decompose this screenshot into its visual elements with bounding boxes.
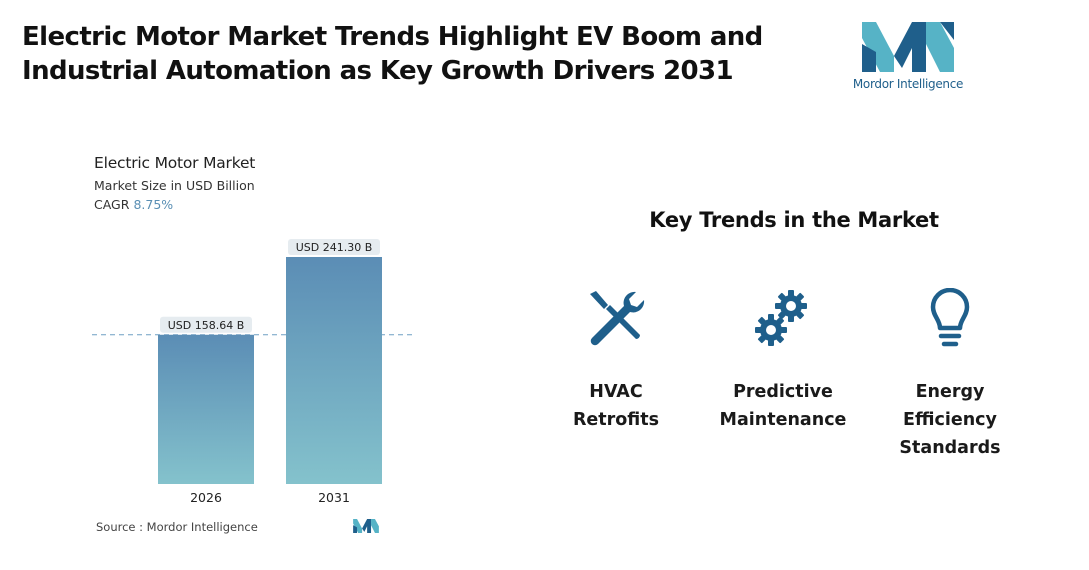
bar-2031	[286, 257, 382, 484]
tools-icon	[590, 291, 645, 346]
chart-subtitle: Market Size in USD Billion	[94, 178, 255, 193]
data-label-bg-2031	[288, 239, 380, 255]
chart-cagr: CAGR 8.75%	[94, 197, 173, 212]
trend-label-energy-efficiency: Energy Efficiency Standards	[899, 382, 1001, 458]
lightbulb-icon	[930, 288, 970, 347]
cagr-value: 8.75%	[133, 197, 174, 212]
trends-heading: Key Trends in the Market	[649, 208, 939, 232]
data-label-2031: USD 241.30 B	[296, 241, 373, 254]
chart-source: Source : Mordor Intelligence	[96, 520, 258, 534]
trend-item-predictive-maintenance: Predictive Maintenance	[708, 288, 858, 434]
trend-item-hvac: HVAC Retrofits	[541, 288, 691, 434]
x-tick-label-2026: 2026	[190, 490, 222, 505]
cagr-label: CAGR	[94, 197, 130, 212]
gears-icon	[755, 290, 807, 346]
page-title-line-2: Industrial Automation as Key Growth Driv…	[22, 56, 734, 86]
mordor-logo-icon	[862, 22, 954, 72]
mordor-small-logo-icon	[353, 519, 379, 533]
x-tick-label-2031: 2031	[318, 490, 350, 505]
page-title-line-1: Electric Motor Market Trends Highlight E…	[22, 22, 763, 52]
bar-chart: USD 158.64 B 2026 USD 241.30 B 2031	[92, 239, 416, 505]
bar-2026	[158, 334, 254, 484]
data-label-bg-2026	[160, 316, 252, 333]
data-label-2026: USD 158.64 B	[168, 319, 245, 332]
trend-label-hvac: HVAC Retrofits	[572, 382, 660, 430]
chart-title: Electric Motor Market	[94, 154, 256, 172]
brand-logo: Mordor Intelligence	[846, 22, 970, 94]
trend-label-predictive-maintenance: Predictive Maintenance	[719, 382, 847, 430]
brand-name: Mordor Intelligence	[852, 77, 964, 91]
trend-item-energy-efficiency: Energy Efficiency Standards	[875, 288, 1025, 462]
page-title: Electric Motor Market Trends Highlight E…	[22, 20, 782, 88]
